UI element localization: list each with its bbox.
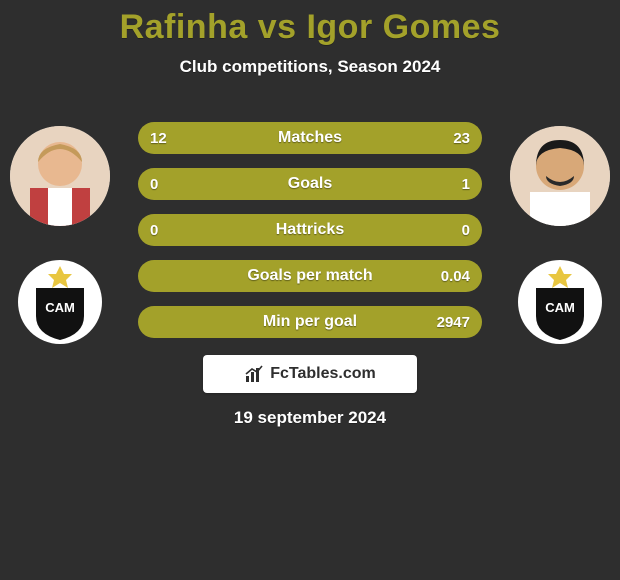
shield-icon: CAM (518, 260, 602, 344)
page-title: Rafinha vs Igor Gomes (0, 8, 620, 47)
player-avatar-left (10, 126, 110, 226)
date-label: 19 september 2024 (0, 408, 620, 428)
club-badge-right: CAM (518, 260, 602, 344)
subtitle: Club competitions, Season 2024 (0, 57, 620, 77)
stat-row: Matches12 23 (138, 122, 482, 154)
stat-row: Goals per match0.04 (138, 260, 482, 292)
stat-value-left: 0 (150, 214, 158, 246)
branding-badge: FcTables.com (203, 355, 417, 393)
club-badge-left: CAM (18, 260, 102, 344)
stat-value-right: 0 (462, 214, 470, 246)
stat-value-left: 0 (150, 168, 158, 200)
stat-label: Hattricks (138, 214, 482, 246)
stat-row: Goals0 1 (138, 168, 482, 200)
stat-value-right: 2947 (437, 306, 470, 338)
person-icon (10, 126, 110, 226)
stat-row: Hattricks0 0 (138, 214, 482, 246)
stat-label: Goals per match (138, 260, 482, 292)
club-abbr-left: CAM (45, 300, 75, 315)
left-player-column: CAM (10, 126, 110, 344)
stats-bars: Matches1223Goals01Hattricks00Goals per m… (138, 122, 482, 352)
stat-value-left: 12 (150, 122, 167, 154)
stat-row: Min per goal2947 (138, 306, 482, 338)
stat-label: Min per goal (138, 306, 482, 338)
stat-value-right: 23 (453, 122, 470, 154)
person-icon (510, 126, 610, 226)
shield-icon: CAM (18, 260, 102, 344)
stat-label: Matches (138, 122, 482, 154)
stat-label: Goals (138, 168, 482, 200)
branding-text: FcTables.com (270, 365, 376, 383)
stat-value-right: 1 (462, 168, 470, 200)
right-player-column: CAM (510, 126, 610, 344)
stat-value-right: 0.04 (441, 260, 470, 292)
comparison-card: Rafinha vs Igor Gomes Club competitions,… (0, 0, 620, 580)
player-avatar-right (510, 126, 610, 226)
club-abbr-right: CAM (545, 300, 575, 315)
chart-icon (244, 364, 264, 384)
